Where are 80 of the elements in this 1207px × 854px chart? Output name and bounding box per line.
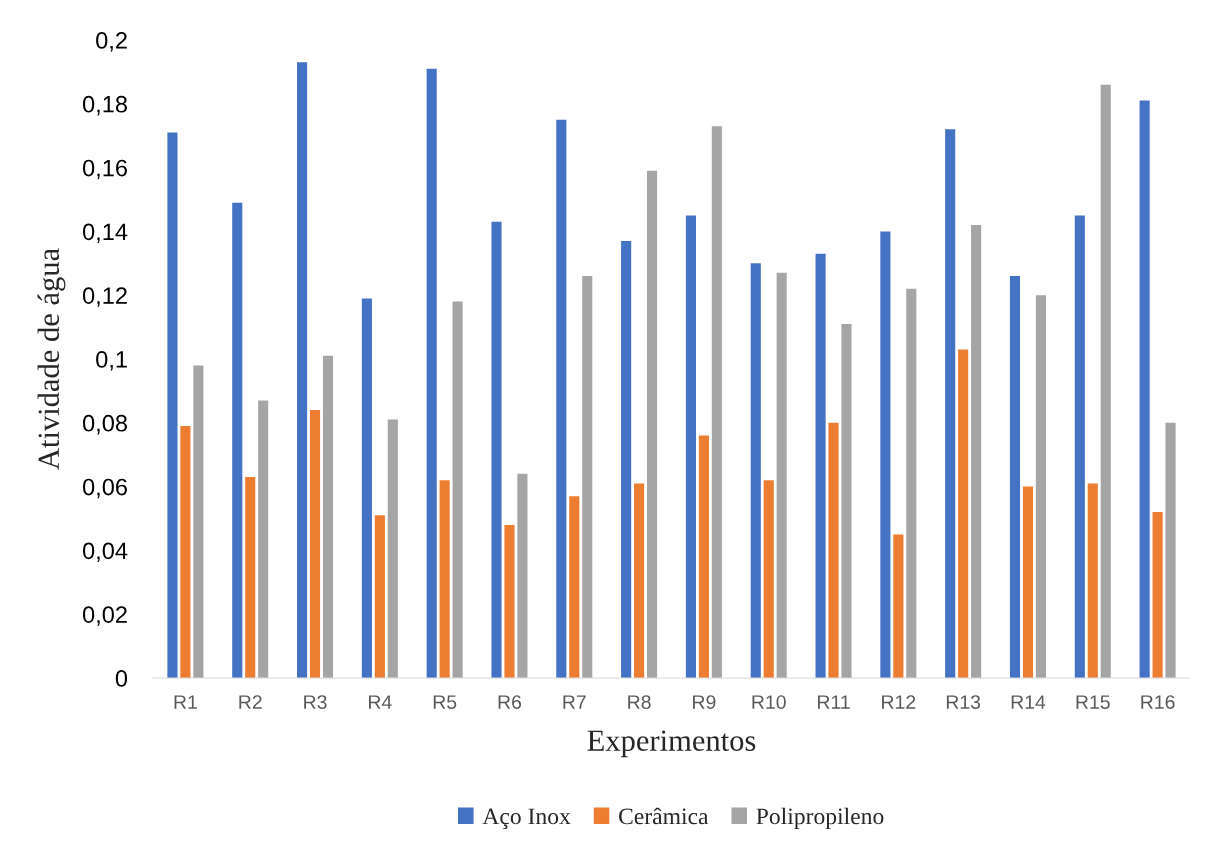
bar <box>491 221 502 678</box>
bar <box>763 480 774 678</box>
legend-label: Aço Inox <box>482 808 571 830</box>
x-tick-label: R8 <box>628 695 651 709</box>
bar <box>711 126 722 678</box>
x-tick-label: R12 <box>882 695 916 709</box>
bar <box>193 365 204 678</box>
bar <box>828 422 839 678</box>
y-tick-label: 0,02 <box>82 606 127 626</box>
bar <box>426 68 437 678</box>
bar <box>841 323 852 678</box>
bar <box>387 419 398 678</box>
x-tick-label: R13 <box>946 695 981 709</box>
x-tick-label: R6 <box>498 695 522 709</box>
legend-label: Polipropileno <box>756 807 884 830</box>
bar <box>698 435 709 678</box>
bar <box>634 483 645 678</box>
bar <box>685 215 696 678</box>
x-tick-label: R14 <box>1011 695 1046 709</box>
y-tick-label: 0,1 <box>96 351 127 371</box>
bar <box>167 132 178 678</box>
y-tick-label: 0,12 <box>82 287 127 307</box>
bar <box>1009 276 1021 678</box>
x-tick-label: R10 <box>752 695 786 709</box>
y-tick-label: 0,04 <box>82 542 128 562</box>
x-tick-label: R11 <box>818 695 850 709</box>
bar <box>556 119 567 678</box>
bar <box>582 276 593 678</box>
x-tick-label: R9 <box>693 695 716 709</box>
bar <box>1074 215 1085 678</box>
bar <box>374 515 385 678</box>
x-tick-label: R7 <box>563 695 586 709</box>
bar <box>452 301 463 678</box>
y-tick-label: 0,2 <box>96 32 127 52</box>
bar <box>1139 100 1150 678</box>
x-tick-label: R5 <box>433 695 457 709</box>
bar <box>1035 295 1046 678</box>
bar <box>517 473 528 678</box>
bar <box>958 349 969 678</box>
bar <box>1165 422 1176 678</box>
bar <box>245 477 256 678</box>
y-tick-label: 0,14 <box>82 223 128 243</box>
x-axis-title: Experimentos <box>587 730 756 758</box>
x-tick-label: R1 <box>174 695 197 709</box>
x-tick-label: R16 <box>1141 695 1175 709</box>
x-tick-label: R2 <box>239 695 262 709</box>
y-tick-label: 0,18 <box>82 95 127 116</box>
bar <box>776 272 787 678</box>
bar <box>815 253 826 678</box>
bar <box>945 129 956 678</box>
bar <box>1152 512 1163 678</box>
bar <box>1087 483 1098 678</box>
bar <box>439 480 450 678</box>
y-axis-title: Atividade de água <box>37 248 66 470</box>
y-tick-label: 0,08 <box>82 414 127 435</box>
bar <box>647 170 658 678</box>
bar <box>569 496 580 678</box>
bar <box>232 202 243 678</box>
bar <box>322 355 334 678</box>
bar <box>750 263 761 678</box>
bar <box>297 62 308 678</box>
bar <box>971 225 982 678</box>
bar <box>906 288 917 678</box>
bar <box>621 240 632 678</box>
bar <box>361 298 372 678</box>
bar <box>880 231 891 678</box>
bar <box>258 400 269 678</box>
y-tick-label: 0,16 <box>82 159 127 180</box>
legend-label: Cerâmica <box>619 807 709 825</box>
y-tick-label: 0 <box>115 670 128 687</box>
y-tick-label: 0,06 <box>82 478 127 499</box>
bar <box>1022 486 1034 678</box>
bar <box>504 524 515 678</box>
bar <box>1100 84 1111 678</box>
x-tick-label: R3 <box>304 695 327 709</box>
bar <box>893 534 904 678</box>
x-tick-label: R15 <box>1076 695 1110 709</box>
bar <box>309 410 321 678</box>
bar <box>180 425 191 678</box>
x-tick-label: R4 <box>369 695 392 709</box>
